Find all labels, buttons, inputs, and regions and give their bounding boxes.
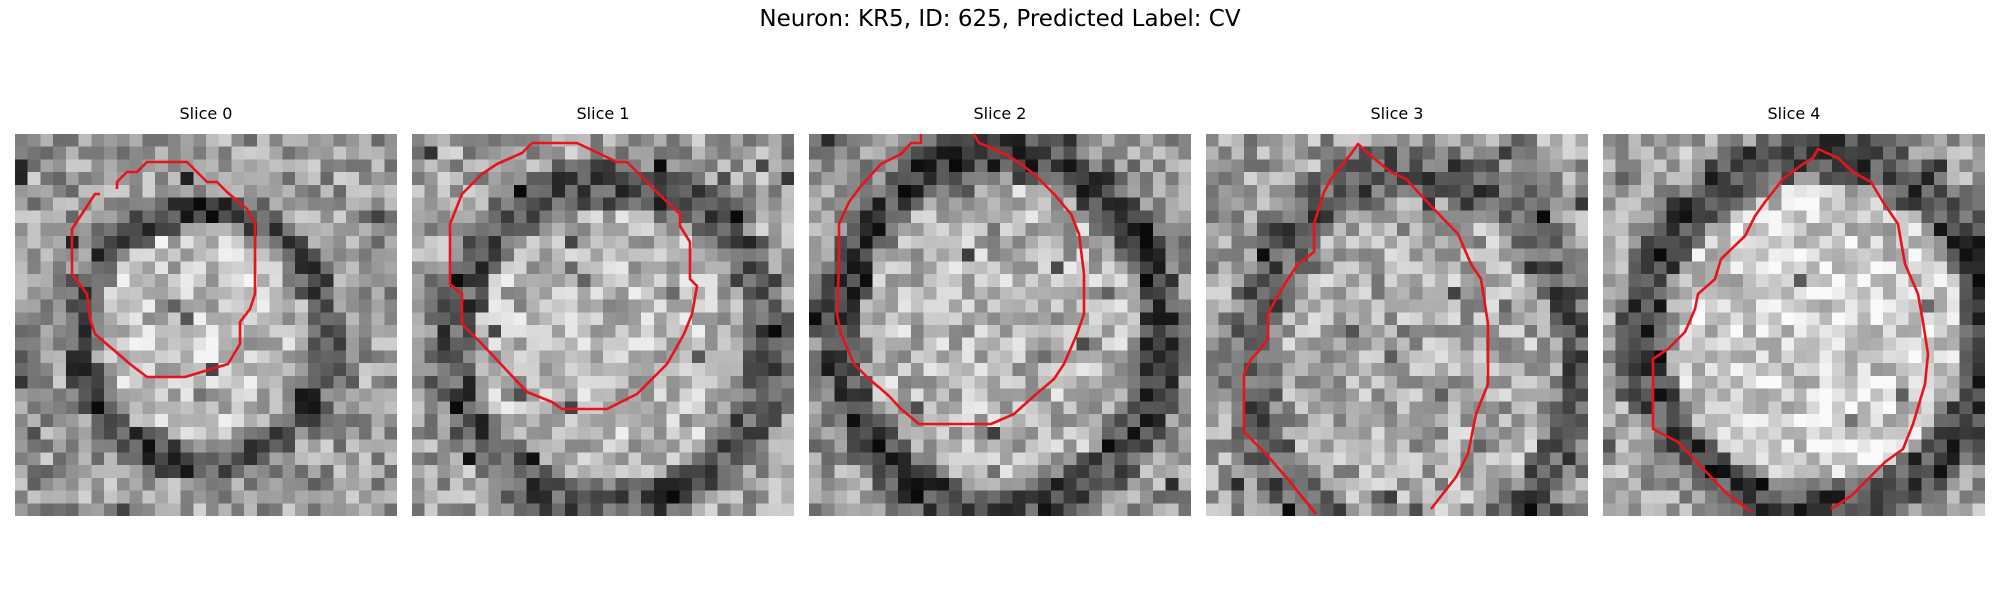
contour-overlay [1242,142,1490,515]
figure-title: Neuron: KR5, ID: 625, Predicted Label: C… [759,6,1241,32]
slice-title: Slice 2 [973,104,1027,123]
slice-title: Slice 3 [1370,104,1424,123]
contour-overlay [70,160,257,379]
slice-title: Slice 0 [179,104,233,123]
contour-overlay [1651,147,1930,514]
contour-overlay [448,141,699,411]
contour-line [835,133,1086,426]
slice-title: Slice 1 [576,104,630,123]
contour-line [70,160,257,379]
contour-line [1651,147,1930,514]
contour-line [1242,142,1490,515]
contour-overlay [835,133,1086,426]
slice-image [809,134,1191,516]
slice-image [1206,134,1588,516]
slice-title: Slice 4 [1767,104,1821,123]
slice-image [1603,134,1985,516]
contour-line [448,141,699,411]
slice-image [412,134,794,516]
slice-image [15,134,397,516]
